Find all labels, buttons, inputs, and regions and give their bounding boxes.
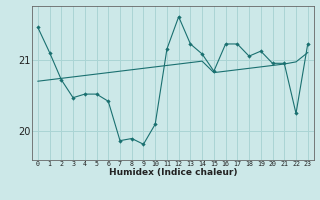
X-axis label: Humidex (Indice chaleur): Humidex (Indice chaleur) (108, 168, 237, 177)
